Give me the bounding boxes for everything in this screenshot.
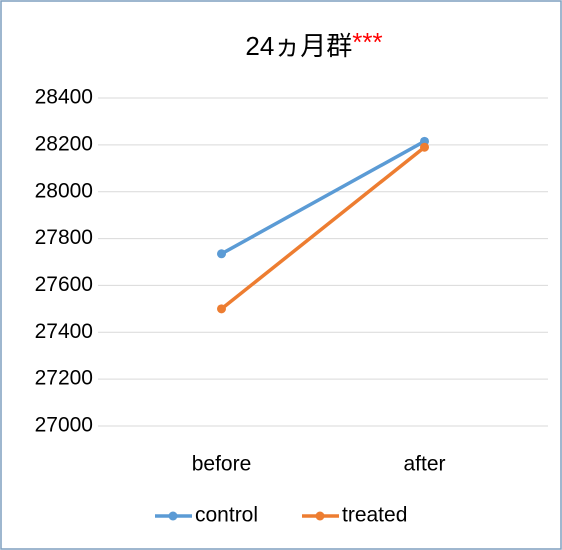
- x-tick-label: after: [403, 453, 445, 476]
- data-point: [217, 249, 226, 259]
- y-tick-label: 27600: [35, 273, 93, 296]
- data-point: [420, 142, 429, 152]
- y-tick-label: 27800: [35, 226, 93, 249]
- legend-marker: [315, 511, 325, 521]
- x-tick-label: before: [192, 453, 252, 476]
- chart-title: 24ヵ月群: [245, 31, 352, 61]
- annotation: ***: [352, 27, 382, 57]
- y-tick-label: 28200: [35, 132, 93, 155]
- y-tick-label: 27200: [35, 367, 93, 390]
- data-point: [217, 304, 226, 314]
- y-tick-label: 27000: [35, 414, 93, 437]
- y-tick-label: 28400: [35, 86, 93, 109]
- series-line: [219, 145, 427, 311]
- y-tick-label: 28000: [35, 179, 93, 202]
- series-line: [219, 139, 427, 256]
- legend-label: control: [195, 504, 258, 527]
- chart-title-group: 24ヵ月群***: [245, 27, 382, 61]
- y-tick-label: 27400: [35, 320, 93, 343]
- legend-label: treated: [342, 504, 407, 527]
- legend-marker: [168, 511, 178, 521]
